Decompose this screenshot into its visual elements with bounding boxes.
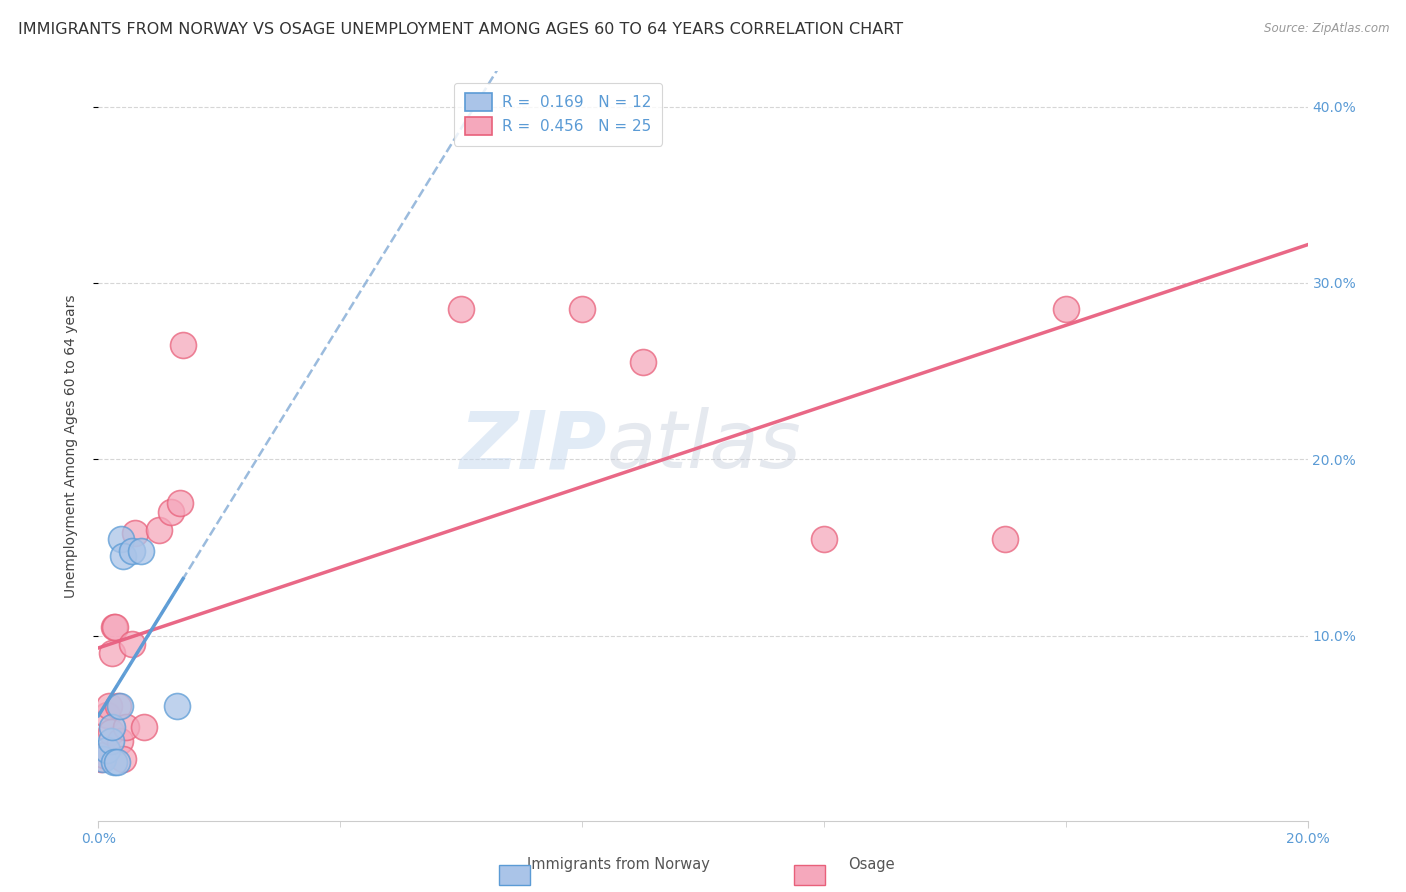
Text: IMMIGRANTS FROM NORWAY VS OSAGE UNEMPLOYMENT AMONG AGES 60 TO 64 YEARS CORRELATI: IMMIGRANTS FROM NORWAY VS OSAGE UNEMPLOY… [18,22,904,37]
Point [111,549,134,564]
Point [96,707,118,722]
Point [1054,302,1077,317]
Point [100,734,122,748]
Point [166,699,188,714]
Text: Osage: Osage [848,857,896,872]
Point [994,532,1017,546]
Point [169,496,191,510]
Point [93,748,115,763]
Point [91,752,114,766]
Point [121,637,143,651]
Point [103,756,125,770]
Point [172,337,194,351]
Point [631,355,654,369]
Point [114,720,136,734]
Text: ZIP: ZIP [458,407,606,485]
Point [107,699,129,714]
Point [98,699,121,714]
Point [104,620,127,634]
Point [105,756,128,770]
Legend: R =  0.169   N = 12, R =  0.456   N = 25: R = 0.169 N = 12, R = 0.456 N = 25 [454,83,662,145]
Point [813,532,835,546]
Point [111,752,134,766]
Point [450,302,472,317]
Point [100,720,122,734]
Point [160,505,183,519]
Point [90,752,112,766]
Y-axis label: Unemployment Among Ages 60 to 64 years: Unemployment Among Ages 60 to 64 years [63,294,77,598]
Point [129,544,152,558]
Text: atlas: atlas [606,407,801,485]
Point [148,523,170,537]
Point [108,699,131,714]
Text: Source: ZipAtlas.com: Source: ZipAtlas.com [1264,22,1389,36]
Point [132,720,155,734]
Point [110,532,132,546]
Point [96,743,118,757]
Point [121,544,143,558]
Point [100,725,122,739]
Text: Immigrants from Norway: Immigrants from Norway [527,857,710,872]
Point [100,646,122,660]
Point [124,526,146,541]
Point [108,734,131,748]
Point [571,302,593,317]
Point [103,620,125,634]
